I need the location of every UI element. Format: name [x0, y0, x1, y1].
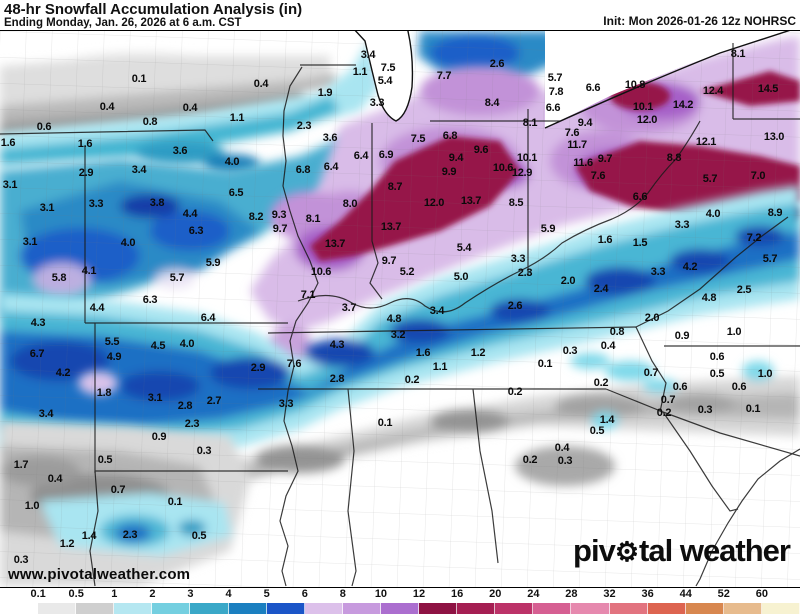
colorbar-tick: 0.1: [30, 588, 46, 600]
colorbar-cell: [342, 603, 381, 614]
colorbar-tick: 28: [565, 588, 578, 600]
page-title: 48-hr Snowfall Accumulation Analysis (in…: [4, 1, 303, 18]
colorbar-cell: [152, 603, 191, 614]
colorbar-tick: 12: [412, 588, 426, 600]
colorbar-cell: [190, 603, 229, 614]
colorbar-tick: 36: [641, 588, 654, 600]
colorbar-tick: 4: [225, 588, 232, 600]
county-lines: [0, 31, 800, 587]
colorbar-cell: [533, 603, 572, 614]
colorbar-tick: 3: [187, 588, 194, 600]
init-time-label: Init: Mon 2026-01-26 12z NOHRSC: [603, 14, 796, 28]
colorbar-tick: 6: [301, 588, 308, 600]
colorbar-cell: [38, 603, 77, 614]
colorbar-tick: 24: [527, 588, 540, 600]
colorbar-tick: 60: [755, 588, 769, 600]
valid-time-subtitle: Ending Monday, Jan. 26, 2026 at 6 a.m. C…: [4, 17, 242, 29]
colorbar-tick: 8: [339, 588, 346, 600]
colorbar-tick: 16: [451, 588, 464, 600]
colorbar-cell: [647, 603, 686, 614]
colorbar-cell: [609, 603, 648, 614]
colorbar-tick: 2: [149, 588, 156, 600]
pivotal-weather-logo: piv⚙tal weather: [573, 533, 791, 568]
colorbar-tick: 5: [263, 588, 270, 600]
colorbar-cell: [380, 603, 420, 614]
colorbar-cells: [0, 603, 800, 614]
colorbar-cell: [419, 603, 458, 614]
colorbar-tick: 10: [374, 588, 388, 600]
colorbar-tick: 52: [717, 588, 730, 600]
colorbar-tick: 0.5: [68, 588, 84, 600]
colorbar-cell: [114, 603, 153, 614]
snowfall-contour-art: [0, 31, 800, 587]
colorbar-cell: [685, 603, 724, 614]
colorbar-cell: [304, 603, 343, 614]
colorbar-tick: 1: [111, 588, 118, 600]
colorbar-cell: [0, 603, 39, 614]
colorbar-tick: 20: [489, 588, 502, 600]
colorbar-tick: 32: [603, 588, 616, 600]
colorbar-cell: [228, 603, 267, 614]
colorbar-cell: [723, 603, 762, 614]
gear-icon: ⚙: [614, 537, 640, 567]
snowfall-colorbar: 0.1 0.5 1 2 3 4 5 6 8 10 12 16 20 24 28 32 36 44 52 60: [0, 588, 800, 615]
map-header: 48-hr Snowfall Accumulation Analysis (in…: [0, 0, 800, 30]
colorbar-tick: 44: [679, 588, 692, 600]
colorbar-cell: [76, 603, 115, 614]
state-borders: [0, 43, 800, 587]
colorbar-cell: [495, 603, 534, 614]
lake-michigan: [354, 31, 414, 122]
map-canvas: 0.1 0.4 0.4 0.4 0.8 0.6 1.6 1.6 1.1 3.6 3.4 4.0 2.9 6…: [0, 30, 800, 588]
colorbar-tick-labels: 0.1 0.5 1 2 3 4 5 6 8 10 12 16 20 24 28 32 36 44 52 60: [0, 588, 800, 602]
colorbar-cell: [571, 603, 610, 614]
lake-erie: [544, 31, 800, 129]
watermark-url: www.pivotalweather.com: [8, 566, 191, 583]
colorbar-cell: [761, 603, 800, 614]
colorbar-cell: [457, 603, 496, 614]
colorbar-cell: [266, 603, 305, 614]
